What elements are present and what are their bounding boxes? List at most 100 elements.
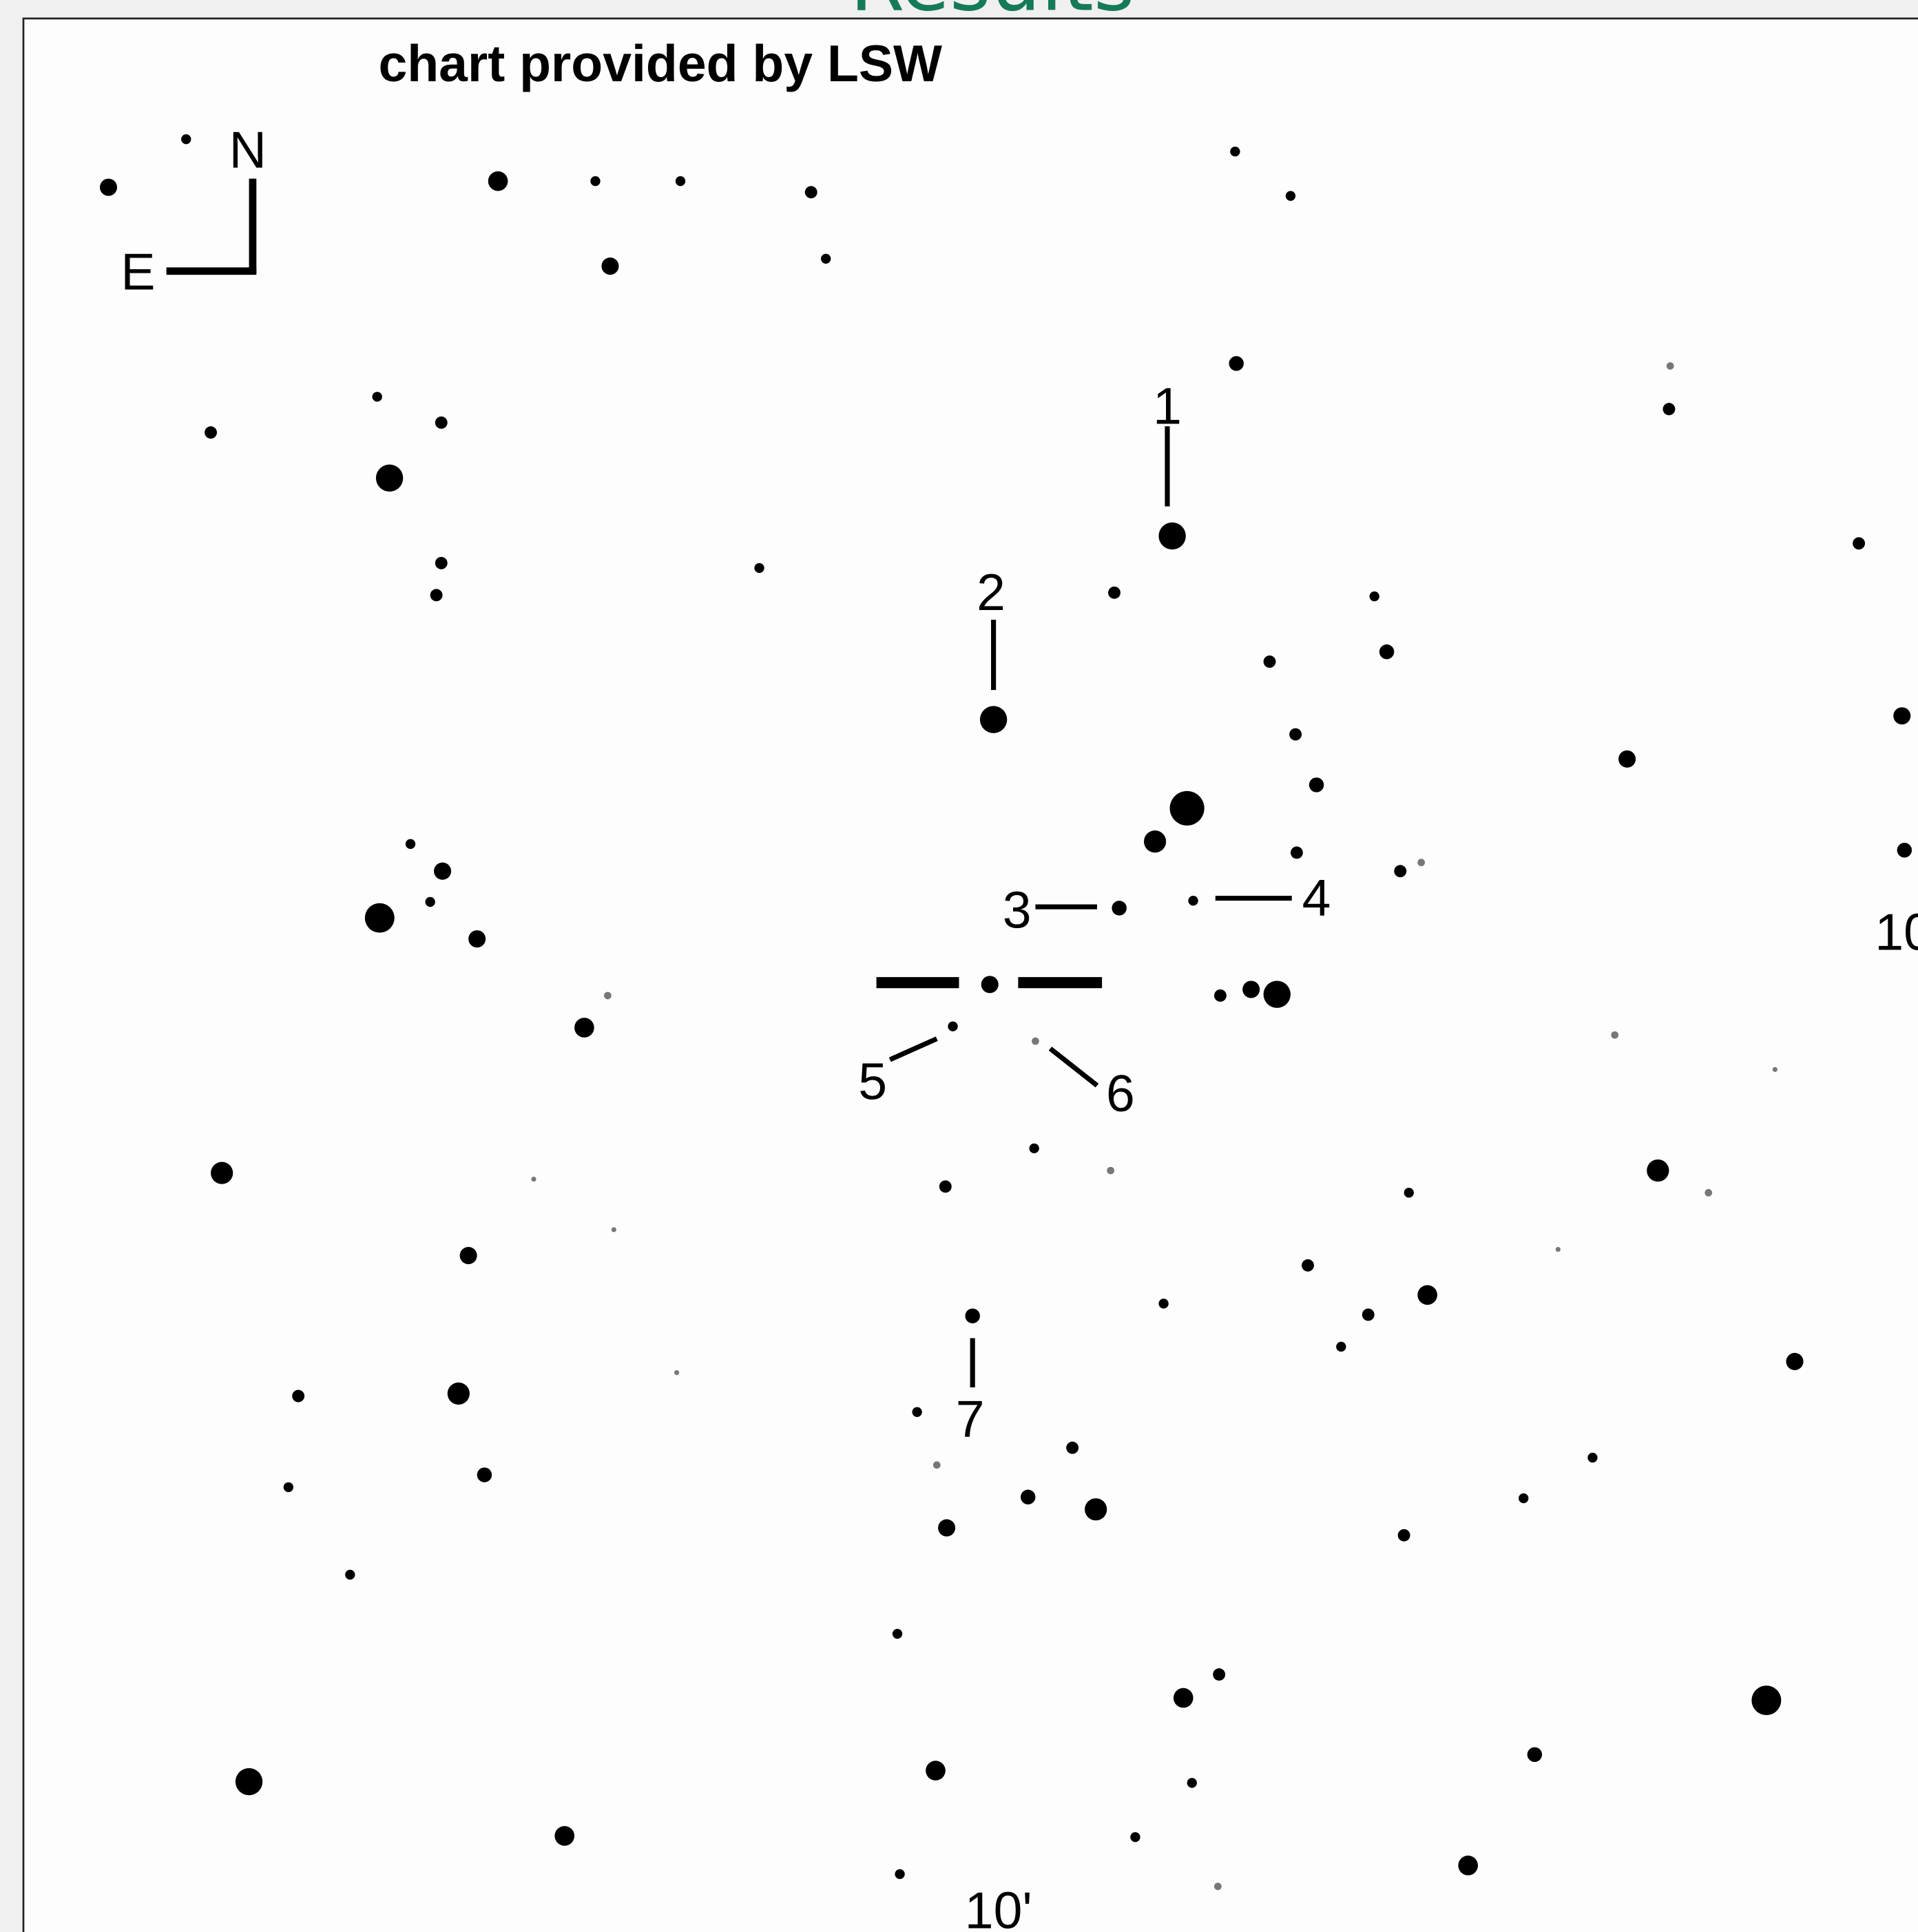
star (674, 1370, 679, 1375)
screenshot: Results chart provided by LSW N E 1 2 3 … (0, 0, 1918, 1932)
star (1893, 707, 1910, 724)
star (1066, 1442, 1078, 1454)
star (477, 1467, 492, 1482)
star (1404, 1188, 1414, 1197)
star (938, 1520, 955, 1537)
star (1158, 1299, 1168, 1308)
star (1897, 843, 1912, 857)
star (676, 176, 685, 186)
star (1021, 1490, 1035, 1504)
star (376, 465, 403, 492)
star (926, 1761, 946, 1781)
star (1289, 728, 1302, 741)
star (1032, 1038, 1039, 1045)
page: Results chart provided by LSW N E 1 2 3 … (0, 0, 1918, 1932)
star (948, 1022, 957, 1031)
target-mark (1018, 977, 1102, 988)
star (1519, 1493, 1528, 1503)
star (1786, 1353, 1803, 1370)
star (1398, 1529, 1410, 1542)
star (345, 1570, 355, 1579)
star (1611, 1031, 1618, 1039)
star (1213, 1668, 1225, 1681)
star (1229, 356, 1243, 370)
star (460, 1247, 477, 1264)
star (1853, 537, 1865, 549)
star (1362, 1308, 1375, 1321)
star (1230, 147, 1240, 156)
star (1647, 1159, 1669, 1182)
star (435, 557, 448, 569)
scale-label: 10' (965, 1882, 1032, 1932)
star (1242, 980, 1260, 998)
marker-label: 1 (1153, 377, 1182, 435)
star (425, 897, 435, 907)
star (1705, 1189, 1712, 1197)
chart-caption: chart provided by LSW (378, 34, 942, 92)
star (434, 863, 451, 880)
star (488, 171, 508, 191)
star (1394, 865, 1406, 877)
star (1309, 777, 1324, 792)
star (893, 1629, 902, 1639)
star (1264, 655, 1276, 668)
star (373, 392, 382, 401)
star (1214, 989, 1227, 1002)
star (1214, 1882, 1222, 1890)
star (1085, 1498, 1107, 1520)
star (1417, 859, 1425, 866)
star (805, 186, 817, 198)
star (981, 976, 999, 993)
star (205, 426, 217, 439)
star (1112, 901, 1126, 915)
star (448, 1383, 470, 1405)
star (933, 1461, 941, 1469)
star (531, 1177, 536, 1182)
star (1618, 750, 1636, 768)
star (435, 417, 448, 429)
star (1144, 830, 1166, 852)
star (468, 930, 486, 947)
star (1130, 1832, 1140, 1842)
star (590, 176, 600, 186)
star (1174, 1688, 1193, 1708)
star (612, 1227, 616, 1232)
star (236, 1768, 262, 1795)
star (181, 134, 191, 144)
star (1667, 362, 1674, 370)
star (1187, 1778, 1197, 1787)
target-mark (877, 977, 959, 988)
marker-label: 3 (1003, 881, 1032, 939)
star (1773, 1067, 1778, 1072)
marker-label: 5 (858, 1052, 887, 1110)
finder-chart (23, 19, 1918, 1932)
star (100, 178, 117, 196)
star (1556, 1247, 1561, 1252)
star (292, 1390, 304, 1403)
star (1302, 1259, 1314, 1272)
star (406, 839, 415, 849)
star (1370, 591, 1379, 601)
star (1751, 1686, 1781, 1715)
star (284, 1482, 293, 1492)
star (1108, 587, 1120, 599)
star (1158, 523, 1185, 549)
star (1458, 1856, 1478, 1876)
star (574, 1018, 594, 1038)
star (1417, 1285, 1437, 1305)
star (1336, 1342, 1346, 1352)
marker-label: 7 (956, 1390, 985, 1448)
star (1663, 403, 1676, 415)
star (1291, 846, 1303, 859)
star (980, 706, 1007, 733)
marker-label: 6 (1106, 1064, 1135, 1122)
star (365, 903, 395, 933)
star (939, 1180, 952, 1193)
star (1264, 980, 1291, 1007)
star (912, 1407, 921, 1417)
star (1528, 1747, 1542, 1762)
star (1379, 644, 1394, 659)
star (211, 1162, 233, 1184)
star (1188, 896, 1198, 905)
star (821, 254, 831, 264)
